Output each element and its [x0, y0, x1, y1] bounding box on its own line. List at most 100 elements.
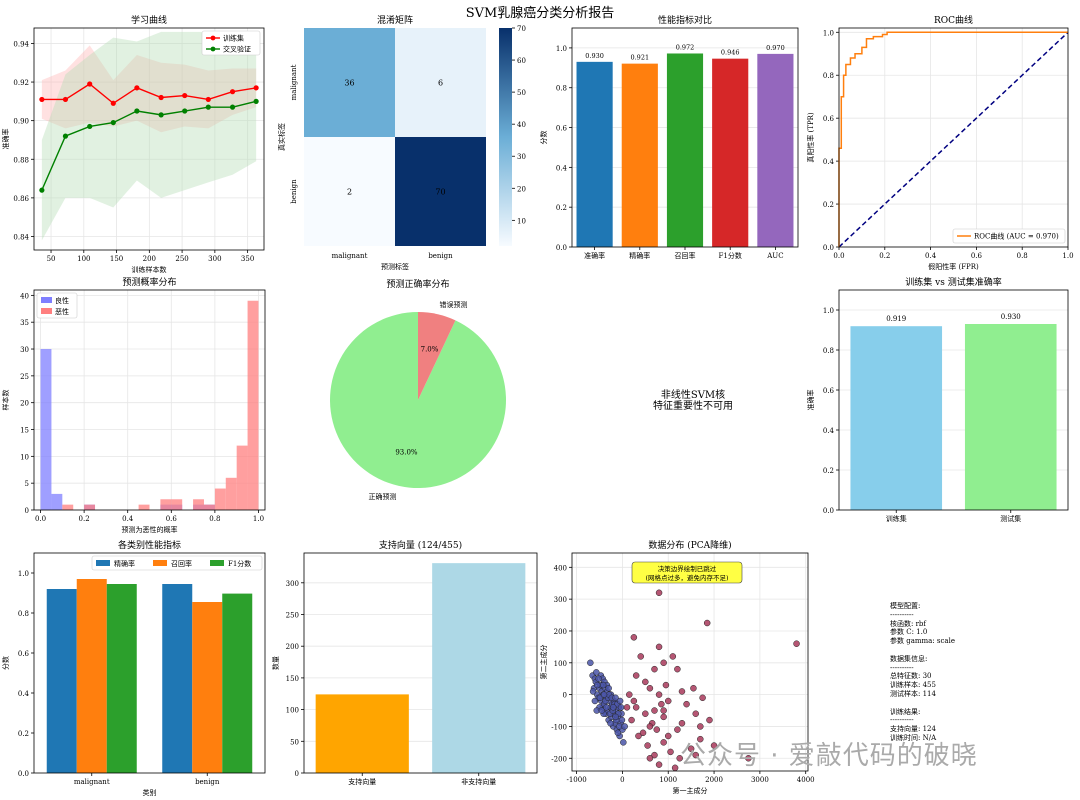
slice-percent: 7.0%	[421, 345, 439, 353]
slice-percent: 93.0%	[395, 449, 418, 457]
bar-value-label: 0.930	[1001, 313, 1021, 321]
bar	[162, 584, 193, 773]
x-tick-label: 0.2	[79, 515, 90, 523]
scatter-point	[612, 713, 619, 721]
bar	[576, 61, 613, 247]
scatter-point	[683, 700, 690, 708]
scatter-point	[646, 685, 654, 692]
y-tick-label: 0.2	[18, 730, 29, 738]
y-tick-label: 0.0	[823, 244, 834, 252]
y-tick-label: 1.0	[556, 45, 567, 53]
bar-value-label: 0.919	[886, 315, 906, 323]
data-point	[62, 133, 69, 139]
bar	[222, 593, 253, 773]
scatter-point	[660, 659, 667, 667]
y-tick-label: 0.2	[823, 467, 834, 475]
scatter-point	[655, 761, 663, 768]
scatter-point	[692, 751, 699, 759]
scatter-point	[678, 688, 686, 695]
roc-curve-chart: 0.0 0.2 0.4 0.6 0.8 1.0 0.0 0.2 0.4 0.6 0.8 1.0 ROC曲…	[806, 14, 1074, 271]
y-tick-label: -100	[551, 723, 567, 731]
scatter-point	[706, 716, 713, 724]
data-point	[39, 187, 45, 193]
annotation-text: 决策边界绘制已跳过	[658, 564, 717, 573]
legend-label: 召回率	[171, 559, 192, 568]
x-tick-label: 1.0	[253, 515, 264, 523]
histogram-bar	[214, 488, 226, 510]
scatter-point	[655, 691, 663, 698]
scatter-point	[667, 748, 674, 756]
axes-frame	[33, 552, 266, 774]
watermark-text: 公众号 · 爱敲代码的破晓	[680, 741, 978, 771]
y-axis-label: 第二主成分	[539, 645, 548, 680]
scatter-point	[646, 723, 654, 730]
scatter-point	[612, 694, 619, 702]
data-point	[158, 94, 164, 101]
x-axis-label: 类别	[143, 788, 157, 797]
legend-swatch	[41, 308, 52, 314]
y-tick-label: 0.0	[18, 770, 29, 778]
scatter-point	[669, 653, 677, 660]
y-tick-label: 200	[554, 628, 567, 636]
scatter-point	[614, 729, 622, 737]
x-tick-label: 0.0	[833, 252, 844, 260]
scatter-point	[710, 742, 718, 749]
y-tick-label: 1.0	[823, 307, 834, 315]
axes-frame	[571, 27, 799, 248]
scatter-point	[609, 704, 617, 711]
histogram-bar	[138, 504, 150, 510]
y-tick-label: 25	[20, 373, 29, 381]
y-tick-label: 30	[20, 346, 29, 354]
x-tick-label: benign	[195, 778, 220, 786]
y-tick-label: 0.6	[556, 125, 568, 133]
cell-value: 6	[438, 79, 443, 88]
scatter-point	[639, 729, 647, 737]
support-vectors-bar-chart: 0 50 100 150 200 250 300 支持向量 非支持向量 支持向量 (124/455…	[271, 539, 538, 786]
scatter-point	[599, 681, 607, 689]
scatter-point	[745, 755, 752, 762]
slice-label: 正确预测	[368, 492, 396, 501]
data-point	[134, 85, 140, 91]
colorbar-tick-label: 60	[517, 57, 526, 65]
scatter-point	[589, 688, 597, 695]
y-tick-label: 1.0	[18, 570, 29, 578]
y-tick-label: 0.92	[13, 79, 29, 87]
x-tick-label: 300	[208, 255, 221, 263]
y-tick-label: 0.6	[823, 387, 835, 395]
scatter-point	[587, 659, 594, 667]
x-tick-label: 0.8	[209, 515, 220, 523]
x-tick-label: 3000	[751, 776, 769, 784]
y-axis-label: 准确率	[1, 129, 10, 150]
legend-marker	[210, 46, 216, 52]
data-point	[39, 96, 45, 103]
confidence-band	[41, 31, 257, 241]
x-axis-label: 训练样本数	[132, 265, 167, 274]
data-point	[87, 123, 93, 130]
series-line	[41, 100, 257, 191]
y-tick-label: 100	[554, 660, 567, 668]
x-tick-label: 0.2	[879, 252, 890, 260]
data-point	[87, 81, 93, 87]
bar-value-label: 0.970	[766, 44, 785, 52]
data-point	[110, 100, 116, 106]
histogram-bar	[51, 493, 63, 510]
legend-label: F1分数	[228, 559, 251, 568]
feature-importance-note: 非线性SVM核 特征重要性不可用	[618, 390, 768, 412]
scatter-point	[635, 732, 642, 740]
axes-frame	[838, 289, 1069, 511]
cell-value: 2	[347, 188, 352, 197]
legend-label: 良性	[55, 296, 69, 305]
data-point	[62, 96, 69, 103]
y-tick-label: 150	[286, 675, 299, 683]
bar	[315, 694, 409, 773]
bar	[46, 589, 77, 773]
confusion-matrix-chart: 36 6 2 70 malignant benign malignant benign 预测标签…	[277, 14, 526, 271]
scatter-point	[660, 713, 667, 721]
histogram-bar	[236, 445, 248, 510]
y-tick-label: 250	[286, 611, 299, 619]
scatter-point	[651, 665, 658, 673]
x-tick-label: 0.6	[166, 515, 178, 523]
scatter-point	[626, 691, 633, 698]
y-tick-label: 0.2	[823, 201, 834, 209]
